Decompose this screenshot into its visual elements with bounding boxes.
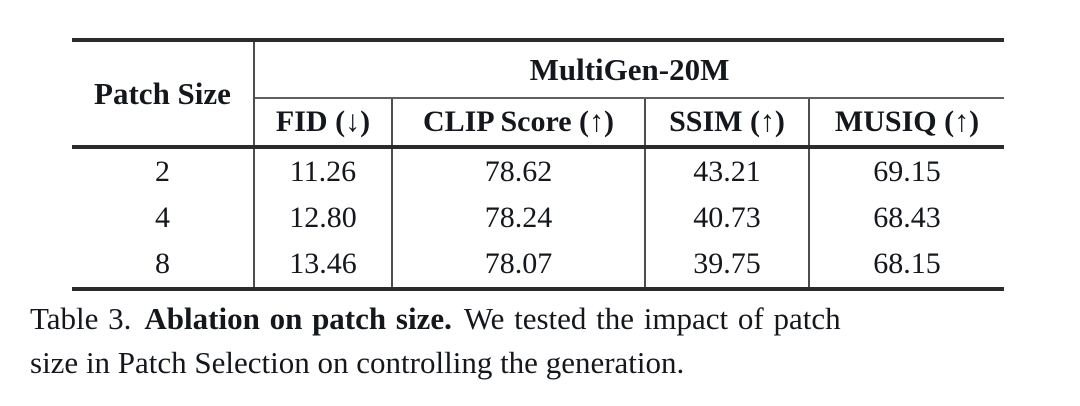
cell-musiq: 68.15 bbox=[808, 241, 1004, 289]
column-header-musiq: MUSIQ (↑) bbox=[808, 98, 1004, 147]
caption-label: Table 3. bbox=[30, 301, 132, 336]
table-row-patch-2: 2 11.26 78.62 43.21 69.15 bbox=[72, 147, 1004, 195]
cell-ssim: 39.75 bbox=[644, 241, 809, 289]
cell-clip-score: 78.24 bbox=[391, 195, 645, 241]
cell-fid: 12.80 bbox=[253, 195, 392, 241]
cell-musiq: 69.15 bbox=[808, 147, 1004, 195]
caption-line-1: Table 3. Ablation on patch size. We tested… bbox=[30, 301, 841, 336]
cell-patch-size: 8 bbox=[155, 247, 170, 280]
metric-header-row: FID (↓) CLIP Score (↑) SSIM (↑) MUSIQ (↑… bbox=[72, 98, 1004, 147]
cell-clip-score: 78.62 bbox=[391, 147, 645, 195]
column-header-fid: FID (↓) bbox=[275, 105, 371, 138]
cell-fid: 11.26 bbox=[253, 147, 392, 195]
table-row-patch-4: 4 12.80 78.24 40.73 68.43 bbox=[72, 195, 1004, 241]
cell-clip-score: 78.07 bbox=[391, 241, 645, 289]
table-row-patch-8: 8 13.46 78.07 39.75 68.15 bbox=[72, 241, 1004, 289]
cell-ssim: 40.73 bbox=[644, 195, 809, 241]
caption-title: Ablation on patch size. bbox=[144, 301, 452, 336]
cell-fid: 13.46 bbox=[253, 241, 392, 289]
column-header-ssim: SSIM (↑) bbox=[644, 98, 809, 147]
caption-body-line1: We tested the impact of patch bbox=[463, 301, 841, 336]
cell-patch-size: 2 bbox=[155, 155, 170, 188]
group-header-row: Patch Size MultiGen-20M bbox=[72, 40, 1004, 147]
group-header-multigen-20m: MultiGen-20M bbox=[254, 40, 1004, 99]
cell-patch-size: 4 bbox=[155, 201, 170, 234]
cell-ssim: 43.21 bbox=[644, 147, 809, 195]
table-caption: Table 3. Ablation on patch size. We tested… bbox=[30, 297, 1070, 385]
ablation-patch-size-table: Patch Size MultiGen-20M FID (↓) CLIP Sco… bbox=[72, 38, 1004, 291]
column-header-patch-size: Patch Size bbox=[72, 40, 255, 147]
column-header-clip-score: CLIP Score (↑) bbox=[391, 98, 645, 147]
caption-body-line2: size in Patch Selection on controlling t… bbox=[30, 345, 685, 380]
cell-musiq: 68.43 bbox=[808, 195, 1004, 241]
